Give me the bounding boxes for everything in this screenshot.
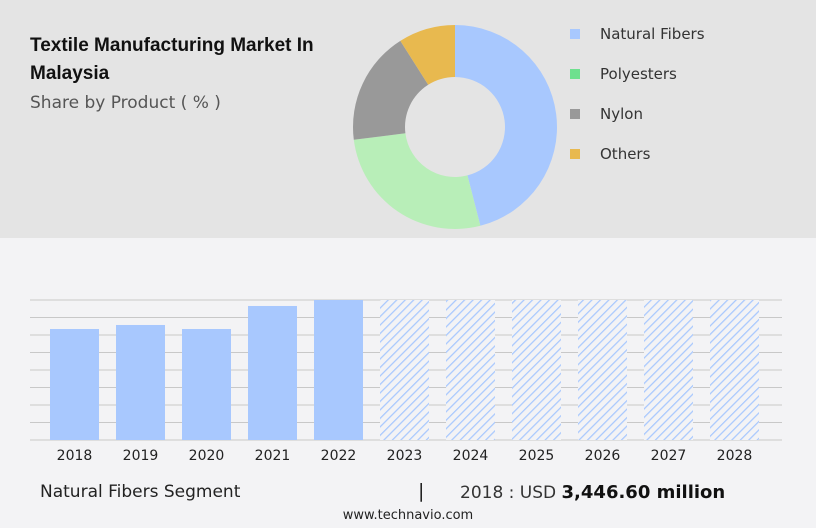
year-label: 2018 : USD	[460, 483, 557, 503]
x-tick-label: 2024	[453, 448, 489, 464]
bar-2021	[248, 305, 297, 440]
bar-2026	[578, 300, 627, 440]
slice-others	[400, 25, 455, 85]
bar-2027	[644, 300, 693, 440]
legend-swatch	[570, 109, 580, 119]
x-tick-label: 2027	[651, 448, 687, 464]
value: 3,446.60 million	[561, 482, 726, 503]
bar-2019	[116, 324, 165, 440]
legend-item: Others	[570, 134, 705, 174]
bar-2028	[710, 300, 759, 440]
chart-subtitle: Share by Product ( % )	[30, 93, 221, 113]
x-tick-label: 2018	[57, 448, 93, 464]
bar-2024	[446, 300, 495, 440]
legend-label: Polyesters	[600, 65, 677, 83]
legend-swatch	[570, 69, 580, 79]
legend: Natural Fibers Polyesters Nylon Others	[570, 14, 705, 174]
donut-chart	[353, 25, 558, 230]
slice-nylon	[353, 40, 429, 140]
separator: |	[418, 480, 425, 502]
x-tick-label: 2019	[123, 448, 159, 464]
legend-label: Others	[600, 145, 651, 163]
legend-item: Nylon	[570, 94, 705, 134]
x-tick-label: 2028	[717, 448, 753, 464]
x-tick-label: 2022	[321, 448, 357, 464]
x-tick-label: 2020	[189, 448, 225, 464]
bar-2022	[314, 300, 363, 440]
segment-value: 2018 : USD 3,446.60 million	[460, 482, 725, 503]
bar-2018	[50, 328, 99, 440]
legend-item: Polyesters	[570, 54, 705, 94]
legend-swatch	[570, 149, 580, 159]
segment-label: Natural Fibers Segment	[40, 482, 241, 502]
x-tick-label: 2023	[387, 448, 423, 464]
x-tick-label: 2021	[255, 448, 291, 464]
bar-chart: 2018 2019 2020 2021 2022 2023 2024 2025 2026 2027…	[30, 299, 782, 464]
slice-polyesters	[353, 133, 481, 230]
legend-label: Natural Fibers	[600, 25, 705, 43]
legend-swatch	[570, 29, 580, 39]
x-tick-label: 2025	[519, 448, 555, 464]
site-url[interactable]: www.technavio.com	[342, 508, 474, 523]
legend-label: Nylon	[600, 105, 643, 123]
legend-item: Natural Fibers	[570, 14, 705, 54]
bar-2025	[512, 300, 561, 440]
chart-title: Textile Manufacturing Market In Malaysia	[30, 35, 314, 84]
x-tick-label: 2026	[585, 448, 621, 464]
slice-natural-fibers	[455, 25, 558, 226]
bar-2020	[182, 328, 231, 440]
bar-2023	[380, 300, 429, 440]
